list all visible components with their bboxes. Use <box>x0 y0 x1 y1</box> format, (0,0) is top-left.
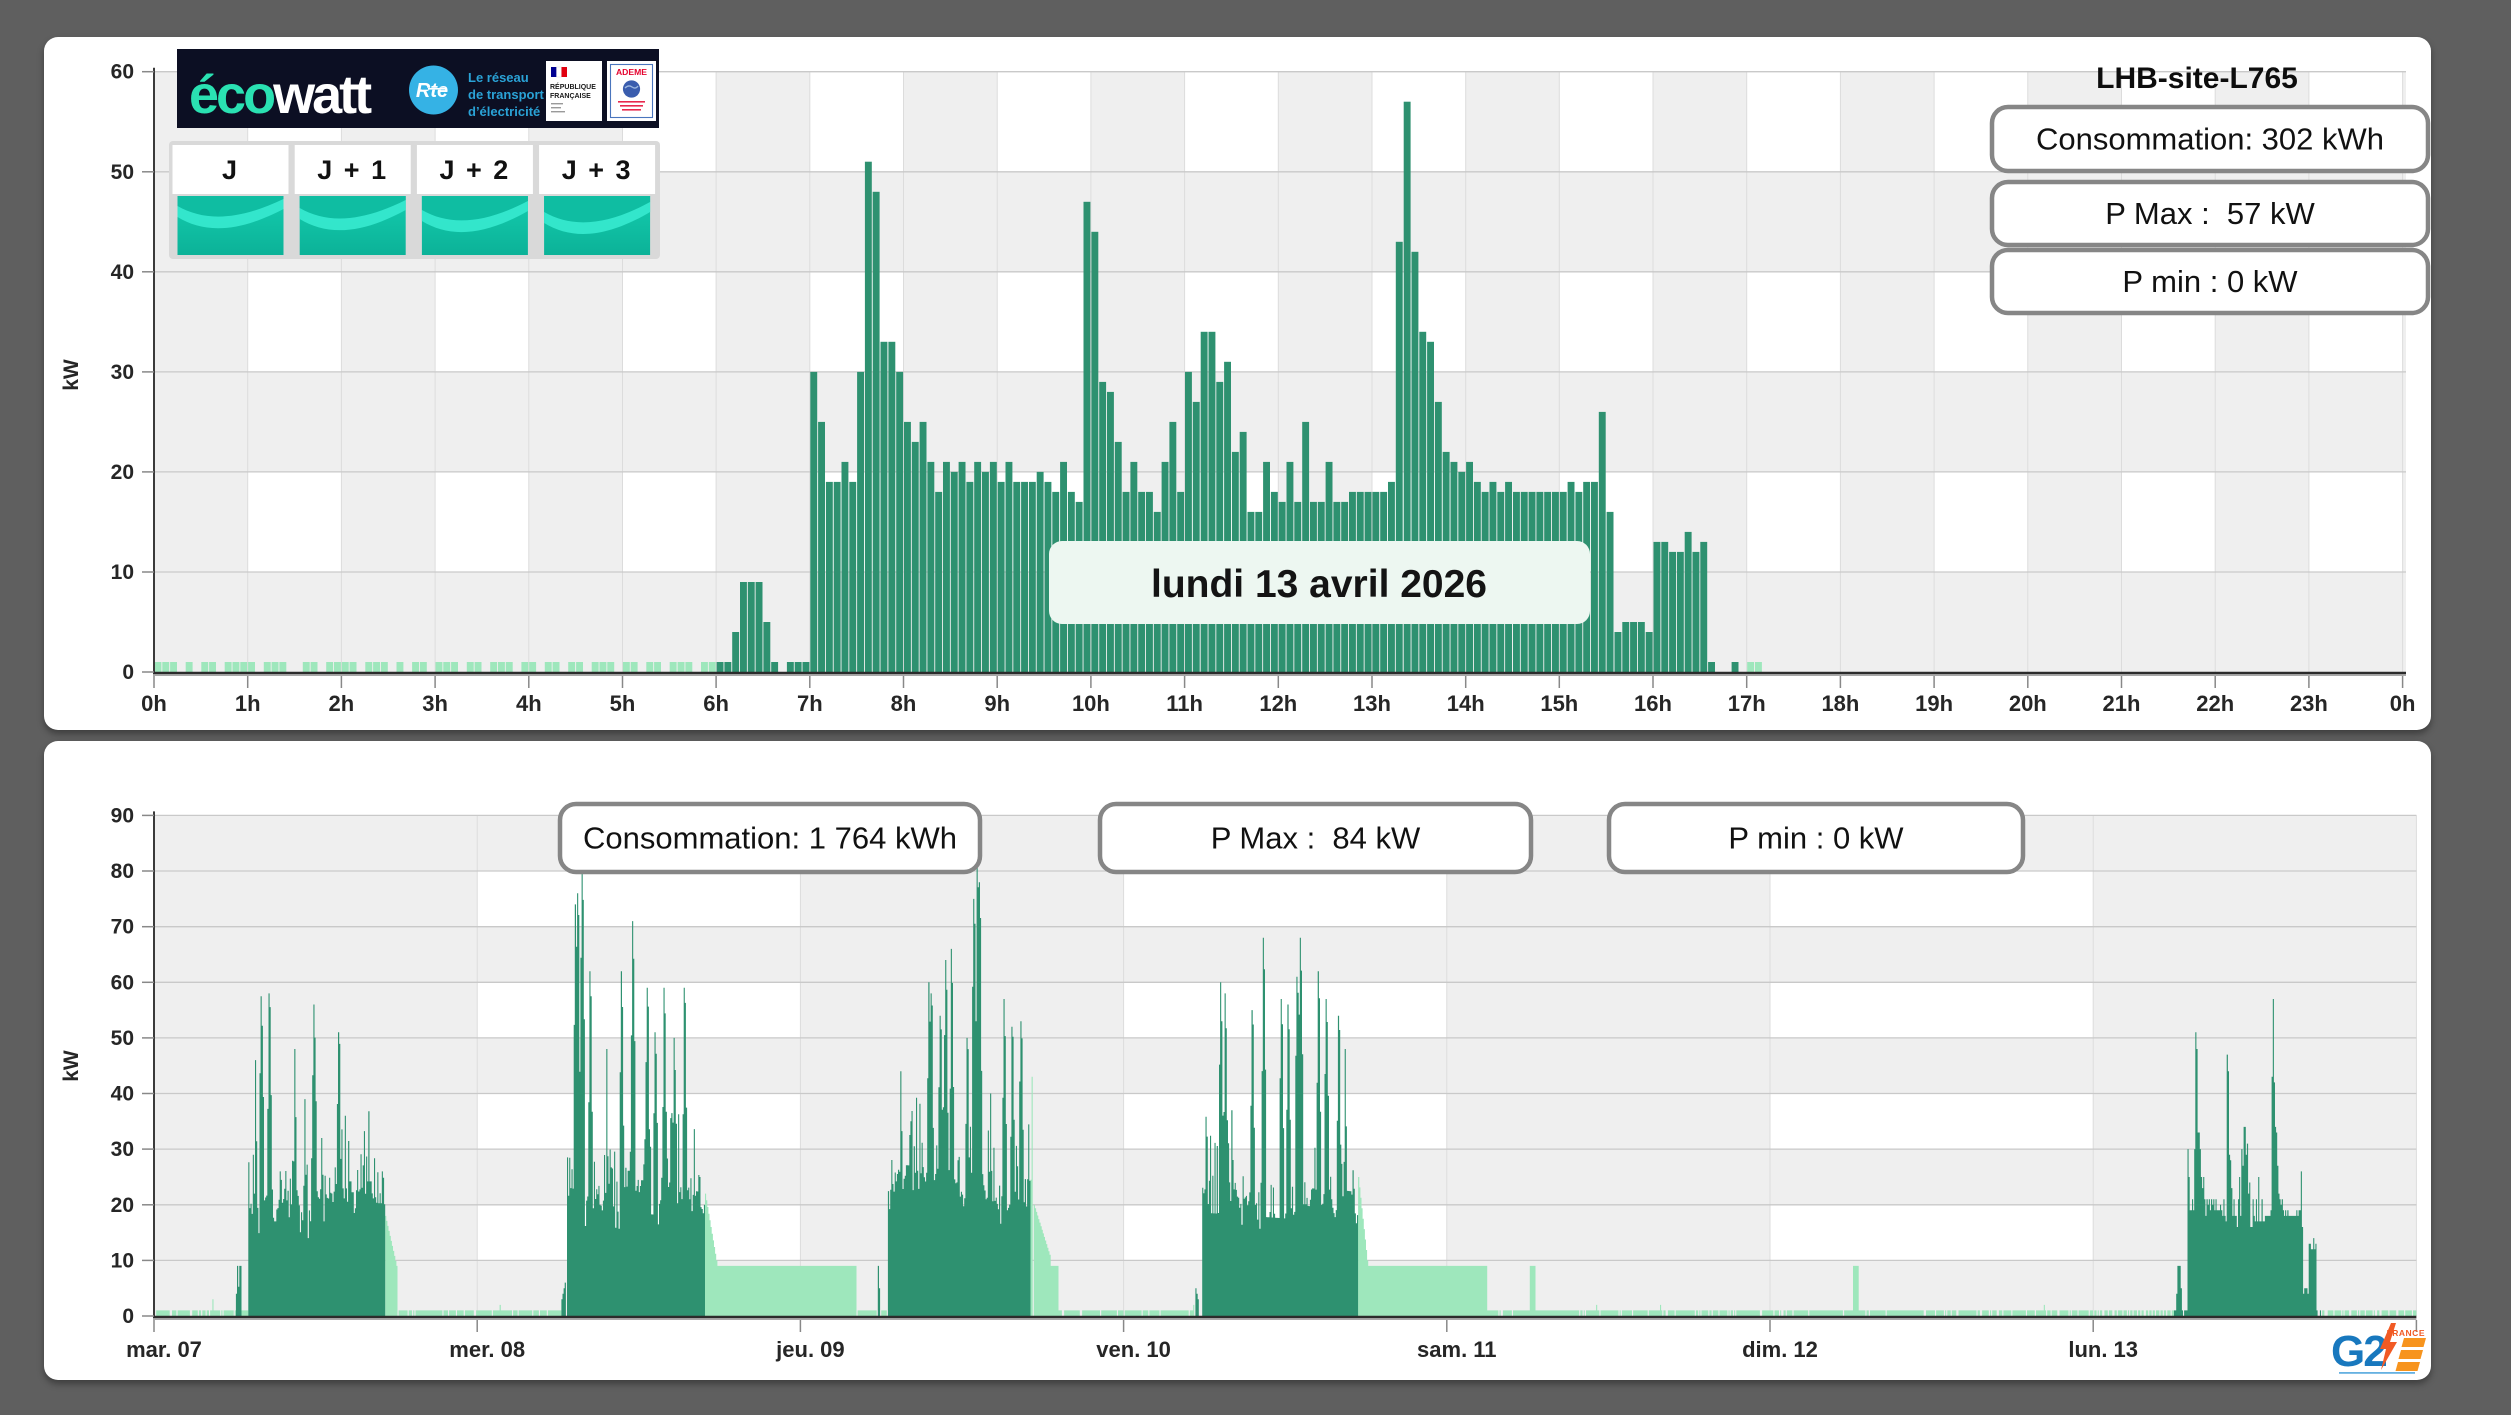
svg-text:ven. 10: ven. 10 <box>1096 1337 1171 1362</box>
svg-text:18h: 18h <box>1821 691 1859 716</box>
svg-text:13h: 13h <box>1353 691 1391 716</box>
svg-text:1h: 1h <box>235 691 261 716</box>
svg-text:10: 10 <box>111 1249 134 1272</box>
svg-text:22h: 22h <box>2196 691 2234 716</box>
svg-text:FRANCE: FRANCE <box>2387 1328 2425 1338</box>
svg-text:de transport: de transport <box>468 87 545 102</box>
svg-text:90: 90 <box>111 804 134 827</box>
svg-text:30: 30 <box>111 361 134 384</box>
svg-text:mar. 07: mar. 07 <box>126 1337 202 1362</box>
svg-text:Rte: Rte <box>416 80 448 102</box>
svg-text:RÉPUBLIQUE: RÉPUBLIQUE <box>550 82 596 91</box>
svg-text:50: 50 <box>111 1027 134 1050</box>
svg-text:30: 30 <box>111 1138 134 1161</box>
svg-text:0: 0 <box>122 1305 134 1328</box>
svg-text:ADEME: ADEME <box>616 67 647 77</box>
svg-text:15h: 15h <box>1540 691 1578 716</box>
svg-text:lun. 13: lun. 13 <box>2068 1337 2138 1362</box>
svg-text:sam. 11: sam. 11 <box>1417 1337 1497 1362</box>
svg-text:20: 20 <box>111 461 134 484</box>
svg-text:2h: 2h <box>329 691 355 716</box>
svg-text:Consommation: 1 764 kWh: Consommation: 1 764 kWh <box>583 821 957 856</box>
svg-text:J + 3: J + 3 <box>562 155 633 185</box>
svg-text:kW: kW <box>60 1050 83 1082</box>
svg-text:40: 40 <box>111 261 134 284</box>
svg-text:12h: 12h <box>1259 691 1297 716</box>
svg-text:5h: 5h <box>610 691 636 716</box>
svg-text:60: 60 <box>111 971 134 994</box>
svg-text:20: 20 <box>111 1194 134 1217</box>
svg-text:dim. 12: dim. 12 <box>1742 1337 1818 1362</box>
svg-text:3h: 3h <box>422 691 448 716</box>
svg-text:J + 2: J + 2 <box>439 155 510 185</box>
svg-text:10: 10 <box>111 561 134 584</box>
svg-text:0: 0 <box>122 661 134 684</box>
svg-text:P Max : 84 kW: P Max : 84 kW <box>1211 821 1421 856</box>
svg-text:P min : 0 kW: P min : 0 kW <box>1728 821 1904 856</box>
svg-text:23h: 23h <box>2290 691 2328 716</box>
svg-text:kW: kW <box>60 359 83 391</box>
svg-text:19h: 19h <box>1915 691 1953 716</box>
svg-text:lundi 13 avril 2026: lundi 13 avril 2026 <box>1151 563 1487 606</box>
svg-text:P min : 0 kW: P min : 0 kW <box>2122 264 2298 299</box>
svg-text:Le réseau: Le réseau <box>468 70 529 85</box>
svg-text:6h: 6h <box>703 691 729 716</box>
svg-text:G2: G2 <box>2331 1327 2386 1376</box>
svg-text:20h: 20h <box>2009 691 2047 716</box>
svg-text:jeu. 09: jeu. 09 <box>775 1337 844 1362</box>
svg-text:mer. 08: mer. 08 <box>449 1337 525 1362</box>
svg-text:écowatt: écowatt <box>189 65 372 125</box>
svg-text:FRANÇAISE: FRANÇAISE <box>550 93 591 100</box>
svg-text:70: 70 <box>111 916 134 939</box>
svg-text:P Max : 57 kW: P Max : 57 kW <box>2105 196 2315 231</box>
svg-text:Consommation: 302 kWh: Consommation: 302 kWh <box>2036 122 2384 157</box>
svg-text:J + 1: J + 1 <box>317 155 388 185</box>
svg-text:LHB-site-L765: LHB-site-L765 <box>2096 62 2298 95</box>
svg-text:11h: 11h <box>1166 691 1203 716</box>
svg-text:d’électricité: d’électricité <box>468 104 540 119</box>
svg-text:21h: 21h <box>2103 691 2141 716</box>
svg-text:17h: 17h <box>1728 691 1766 716</box>
svg-text:40: 40 <box>111 1083 134 1106</box>
svg-text:7h: 7h <box>797 691 823 716</box>
svg-text:4h: 4h <box>516 691 542 716</box>
svg-text:50: 50 <box>111 161 134 184</box>
svg-text:0h: 0h <box>141 691 167 716</box>
svg-text:14h: 14h <box>1447 691 1485 716</box>
svg-text:60: 60 <box>111 61 134 84</box>
svg-text:80: 80 <box>111 860 134 883</box>
svg-text:0h: 0h <box>2390 691 2416 716</box>
svg-text:10h: 10h <box>1072 691 1110 716</box>
svg-text:J: J <box>222 155 239 185</box>
svg-text:16h: 16h <box>1634 691 1672 716</box>
svg-text:9h: 9h <box>984 691 1010 716</box>
svg-text:8h: 8h <box>891 691 917 716</box>
